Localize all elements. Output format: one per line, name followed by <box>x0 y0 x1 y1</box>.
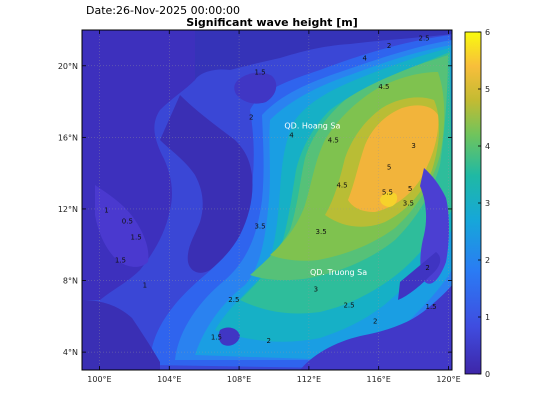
lat-tick-label: 20°N <box>58 62 78 71</box>
contour-label: 2.5 <box>228 296 239 304</box>
colorbar-ticks: 0 1 2 3 4 5 6 <box>478 28 490 379</box>
contour-label: 4 <box>289 131 294 139</box>
wave-contour-5 <box>348 105 439 212</box>
lat-tick-label: 16°N <box>58 133 78 142</box>
contour-label: 1 <box>143 282 147 290</box>
date-label: Date:26-Nov-2025 00:00:00 <box>86 4 240 17</box>
lon-tick-label: 120°E <box>436 375 460 384</box>
contour-label: 1.5 <box>254 69 265 77</box>
colorbar-tick-label: 1 <box>485 313 490 322</box>
colorbar-tick-label: 6 <box>485 28 490 37</box>
contour-label: 4.5 <box>378 83 389 91</box>
map-frame <box>81 29 453 371</box>
colorbar-tick-label: 3 <box>485 199 490 208</box>
contour-label: 0.5 <box>122 217 133 225</box>
contour-labels: 4 4.5 4 4.5 5 5.5 5 4.5 3.5 3 2 2.5 1.5 2 3.5 3.5 3 2.5 2 2… <box>104 35 436 345</box>
place-labels: QD. Hoang Sa QD. Truong Sa <box>284 121 367 277</box>
contour-label: 2 <box>387 42 391 50</box>
contour-label: 1 <box>104 207 108 215</box>
contour-label: 1.5 <box>425 303 436 311</box>
contour-label: 5.5 <box>382 189 393 197</box>
contour-label: 2.5 <box>419 35 430 43</box>
contour-label: 1.5 <box>131 233 142 241</box>
colorbar-tick-label: 5 <box>485 85 490 94</box>
contour-label: 3 <box>314 285 318 293</box>
contour-label: 2 <box>425 264 429 272</box>
contour-label: 3.5 <box>403 199 414 207</box>
axis-tick-marks <box>82 30 452 370</box>
colorbar: 0 1 2 3 4 5 6 <box>464 28 490 379</box>
lon-tick-label: 116°E <box>367 375 391 384</box>
contour-label: 2 <box>249 113 253 121</box>
contour-label: 4.5 <box>336 181 347 189</box>
contour-label: 1.5 <box>115 257 126 265</box>
map-area: 4 4.5 4 4.5 5 5.5 5 4.5 3.5 3 2 2.5 1.5 2 3.5 3.5 3 2.5 2 2… <box>82 30 452 370</box>
land-malay-peninsula <box>82 300 160 370</box>
contour-label: 2 <box>373 317 377 325</box>
place-label: QD. Hoang Sa <box>284 121 340 130</box>
longitude-tick-labels: 100°E 104°E 108°E 112°E 116°E 120°E <box>87 375 460 384</box>
place-label: QD. Truong Sa <box>310 268 367 277</box>
lon-tick-label: 104°E <box>157 375 181 384</box>
colorbar-tick-label: 2 <box>485 256 490 265</box>
contour-label: 5 <box>387 164 391 172</box>
contour-label: 5 <box>408 185 412 193</box>
lon-tick-label: 100°E <box>87 375 111 384</box>
land-borneo <box>300 285 452 370</box>
latitude-tick-labels: 4°N 8°N 12°N 16°N 20°N <box>58 62 78 357</box>
land-vietnam-coast <box>160 95 253 273</box>
contour-label: 4 <box>363 54 368 62</box>
contour-label: 3.5 <box>316 228 327 236</box>
wave-contour-5-5 <box>380 191 398 207</box>
contour-label: 2 <box>267 337 271 345</box>
land-south-china <box>145 30 452 95</box>
contour-label: 1.5 <box>211 334 222 342</box>
land-palawan <box>398 252 441 300</box>
contour-label: 3 <box>411 142 415 150</box>
lat-tick-label: 8°N <box>63 277 78 286</box>
lon-tick-label: 112°E <box>297 375 321 384</box>
map-title: Significant wave height [m] <box>186 16 358 29</box>
land-natuna <box>218 327 240 346</box>
contour-label: 2.5 <box>343 301 354 309</box>
contour-label: 3.5 <box>254 223 265 231</box>
land-gulf-thailand <box>95 185 149 267</box>
lon-tick-label: 108°E <box>227 375 251 384</box>
colorbar-tick-label: 4 <box>485 142 490 151</box>
colorbar-tick-label: 0 <box>485 370 490 379</box>
contour-label: 4.5 <box>328 137 339 145</box>
lat-tick-label: 4°N <box>63 348 78 357</box>
land-luzon <box>420 168 449 284</box>
land-hainan <box>234 72 277 104</box>
lat-tick-label: 12°N <box>58 205 78 214</box>
